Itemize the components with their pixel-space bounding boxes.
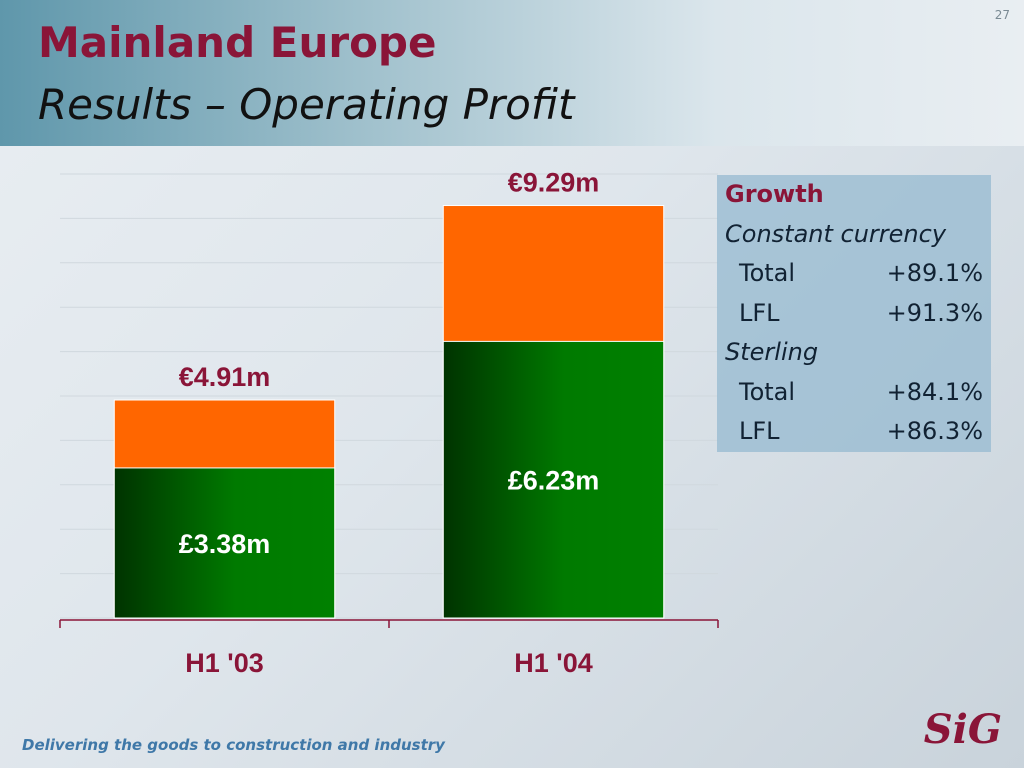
x-tick-label: H1 '04	[514, 648, 592, 678]
table-row: LFL +86.3%	[717, 412, 991, 452]
table-title: Growth	[725, 180, 824, 208]
section-heading: Sterling	[725, 338, 819, 366]
header-band	[0, 0, 1024, 146]
row-value: +86.3%	[886, 417, 983, 445]
row-label: LFL	[739, 298, 780, 327]
logo: SiG	[923, 706, 1002, 753]
page-number: 27	[994, 8, 1010, 22]
bar	[113, 467, 336, 619]
value-label: €9.29m	[508, 168, 600, 198]
bar	[442, 340, 665, 619]
row-label: Total	[739, 259, 796, 287]
row-label: Total	[739, 377, 796, 406]
section-row: Constant currency	[717, 215, 991, 255]
value-label: £3.38m	[179, 529, 271, 559]
value-label: €4.91m	[179, 362, 271, 392]
table-row: Total +84.1%	[717, 373, 991, 413]
x-tick-label: H1 '03	[185, 648, 263, 678]
table-row: Total +89.1%	[717, 254, 991, 294]
footer: Delivering the goods to construction and…	[22, 736, 445, 754]
row-value: +84.1%	[886, 377, 983, 406]
section-heading: Constant currency	[725, 219, 947, 248]
section-row: Sterling	[717, 333, 991, 373]
slide-title: Mainland Europe	[38, 18, 437, 67]
growth-table: Growth Constant currency Total +89.1% LFL +91…	[717, 175, 991, 452]
row-label: LFL	[739, 417, 780, 445]
row-value: +89.1%	[886, 259, 983, 287]
table-title-row: Growth	[717, 175, 991, 215]
slide-subtitle: Results – Operating Profit	[38, 80, 575, 129]
table-row: LFL +91.3%	[717, 294, 991, 334]
value-label: £6.23m	[508, 466, 600, 496]
row-value: +91.3%	[886, 298, 983, 327]
